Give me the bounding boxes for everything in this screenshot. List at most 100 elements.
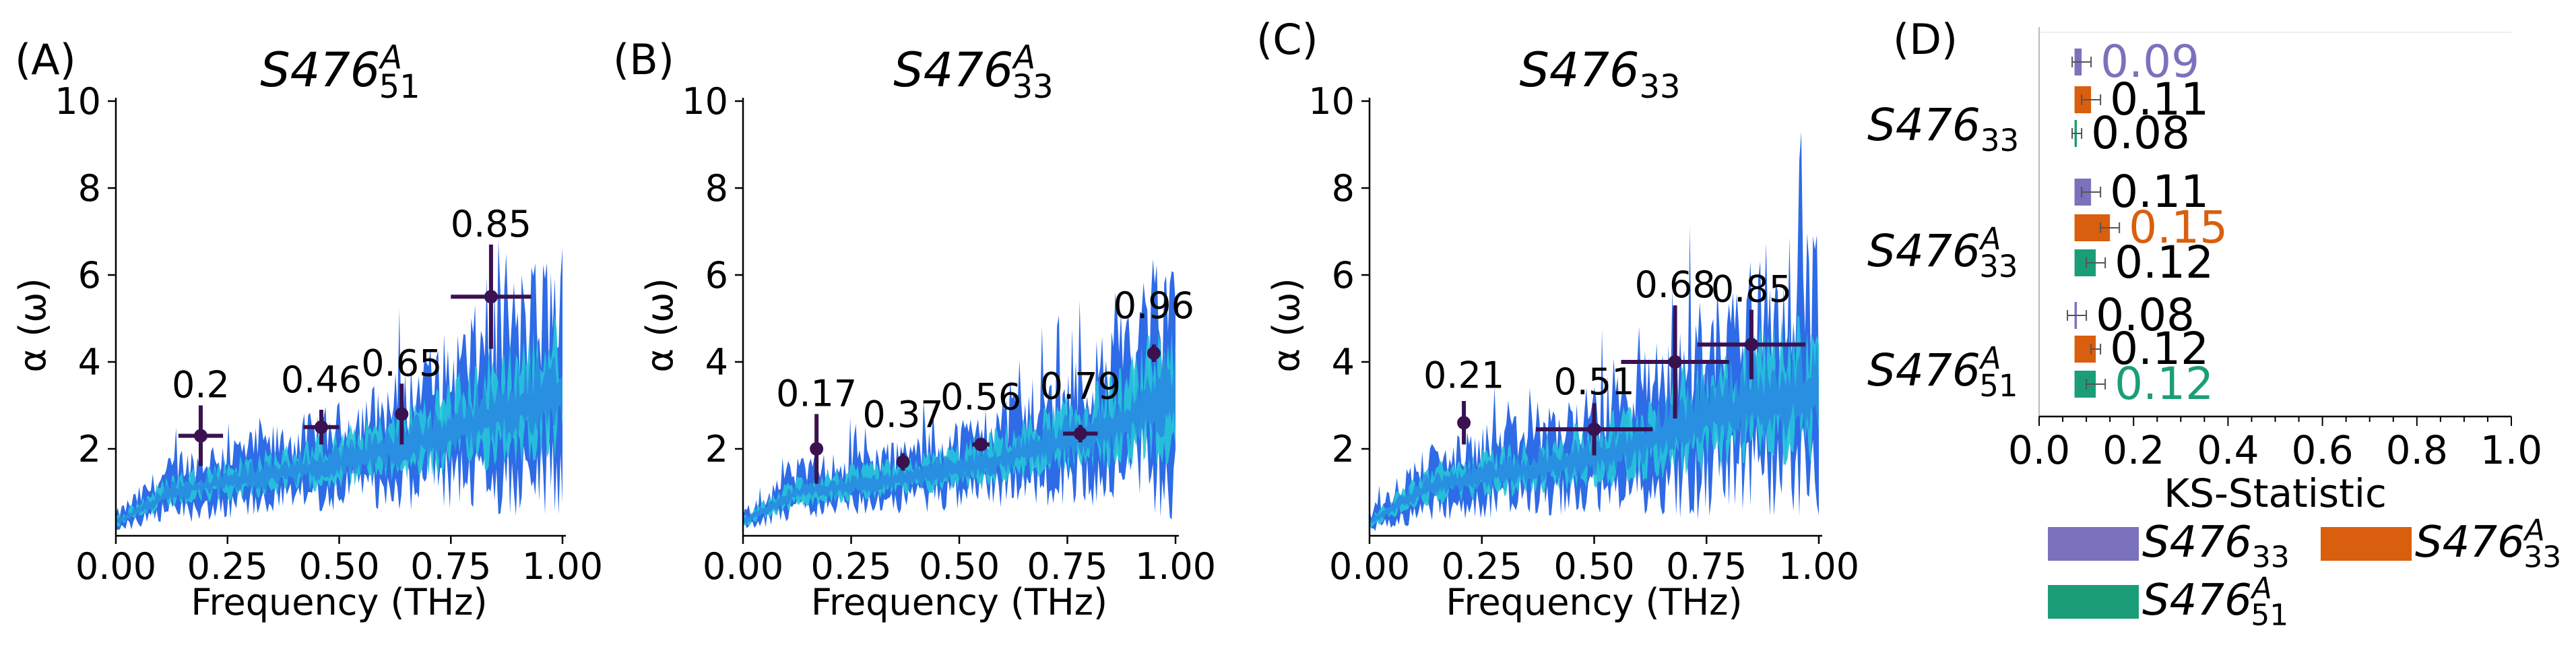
point-label: 0.85 <box>1711 268 1792 311</box>
ks-value-label: 0.12 <box>2115 237 2214 288</box>
y-tick-label: 8 <box>705 167 728 210</box>
y-tick-label: 4 <box>705 341 728 383</box>
ks-value-label: 0.08 <box>2096 289 2195 341</box>
y-tick-label: 8 <box>1332 167 1355 210</box>
spectrum-band <box>743 259 1176 528</box>
x-tick-label: 0.50 <box>1553 545 1634 588</box>
legend-swatch <box>2321 527 2412 561</box>
data-point <box>1668 355 1682 369</box>
legend-label: S476A 51 <box>2142 572 2288 633</box>
data-point <box>1744 338 1758 352</box>
group-label: S47633 <box>1867 99 2019 158</box>
x-tick-label: 0.75 <box>410 545 491 588</box>
panel-label: (C) <box>1256 15 1318 64</box>
ks-value-label: 0.09 <box>2100 36 2199 88</box>
y-tick-label: 6 <box>1332 254 1355 297</box>
x-tick-label: 0.00 <box>75 545 156 588</box>
point-label: 0.65 <box>361 342 442 384</box>
y-tick-label: 4 <box>78 341 101 383</box>
legend-swatch <box>2048 585 2139 619</box>
data-point <box>1073 427 1087 441</box>
y-tick-label: 10 <box>1308 80 1355 123</box>
x-tick-label: 0.4 <box>2197 427 2259 473</box>
x-tick-label: 0.25 <box>1442 545 1522 588</box>
y-tick-label: 8 <box>78 167 101 210</box>
point-label: 0.46 <box>281 359 362 401</box>
panel-label: (D) <box>1893 15 1958 64</box>
point-label: 0.79 <box>1040 365 1121 407</box>
x-tick-label: 0.00 <box>703 545 783 588</box>
ks-value-label: 0.12 <box>2115 358 2214 410</box>
y-tick-label: 6 <box>705 254 728 297</box>
data-point <box>395 407 409 421</box>
x-tick-label: 0.0 <box>2008 427 2070 473</box>
point-label: 0.56 <box>940 376 1021 419</box>
x-tick-label: 1.00 <box>1135 545 1216 588</box>
y-tick-label: 2 <box>78 428 101 470</box>
x-tick-label: 0.00 <box>1329 545 1410 588</box>
panel-label: (B) <box>613 35 674 84</box>
y-tick-label: 2 <box>705 428 728 470</box>
y-tick-label: 10 <box>55 80 101 123</box>
y-axis-label: α (ω) <box>11 278 54 372</box>
y-axis-label: α (ω) <box>1265 278 1308 372</box>
point-label: 0.37 <box>862 393 943 435</box>
group-label: S476A 51 <box>1867 340 2018 404</box>
point-label: 0.21 <box>1423 354 1504 396</box>
x-tick-label: 1.00 <box>1778 545 1859 588</box>
panel-title: S476A 33 <box>893 38 1053 105</box>
y-axis-label: α (ω) <box>639 278 681 372</box>
y-tick-label: 4 <box>1332 341 1355 383</box>
x-tick-label: 1.00 <box>522 545 603 588</box>
spectrum-band <box>116 313 562 527</box>
data-point <box>1587 422 1601 436</box>
group-label: S476A 33 <box>1867 221 2018 284</box>
x-axis-label: Frequency (THz) <box>1446 581 1742 623</box>
x-tick-label: 0.75 <box>1666 545 1747 588</box>
data-point <box>974 437 988 452</box>
ks-value-label: 0.08 <box>2091 107 2190 159</box>
y-tick-label: 6 <box>78 254 101 297</box>
x-tick-label: 0.50 <box>298 545 379 588</box>
x-tick-label: 0.75 <box>1027 545 1107 588</box>
data-point <box>1457 416 1471 430</box>
x-tick-label: 1.0 <box>2480 427 2542 473</box>
ks-value-label: 0.11 <box>2110 73 2209 125</box>
spectrum-band <box>116 239 562 530</box>
y-tick-label: 2 <box>1332 428 1355 470</box>
panel-title: S476A 51 <box>260 38 420 105</box>
spectrum-band <box>1370 338 1819 524</box>
data-point <box>314 420 328 434</box>
panel-label: (A) <box>15 35 76 84</box>
point-label: 0.68 <box>1634 264 1715 306</box>
spectrum-band <box>743 331 1176 526</box>
data-point <box>193 429 207 443</box>
point-label: 0.51 <box>1553 361 1634 403</box>
x-axis-label: KS-Statistic <box>2164 470 2387 516</box>
x-tick-label: 0.6 <box>2291 427 2353 473</box>
point-label: 0.96 <box>1114 284 1194 327</box>
x-axis-label: Frequency (THz) <box>811 581 1107 623</box>
legend-label: S47633 <box>2142 518 2290 574</box>
panel-title: S47633 <box>1519 42 1680 106</box>
spectrum-band <box>116 340 562 525</box>
data-point <box>810 442 824 456</box>
panel-a: (A) S476A 51 0.00 0.25 0.50 0.75 1.00 2 4 6 8 10 Freq… <box>11 35 603 623</box>
legend-label: S476A 33 <box>2415 514 2561 575</box>
ks-value-label: 0.12 <box>2110 323 2209 375</box>
ks-value-label: 0.15 <box>2129 202 2228 253</box>
legend-swatch <box>2048 527 2139 561</box>
data-point <box>484 290 498 304</box>
point-label: 0.85 <box>451 203 532 245</box>
spectrum-band <box>743 348 1176 526</box>
x-tick-label: 0.50 <box>919 545 1000 588</box>
x-tick-label: 0.8 <box>2386 427 2448 473</box>
data-point <box>1147 346 1161 361</box>
data-point <box>896 455 910 469</box>
point-label: 0.17 <box>776 372 857 414</box>
x-tick-label: 0.25 <box>810 545 891 588</box>
x-axis-label: Frequency (THz) <box>191 581 487 623</box>
point-label: 0.2 <box>172 364 230 406</box>
